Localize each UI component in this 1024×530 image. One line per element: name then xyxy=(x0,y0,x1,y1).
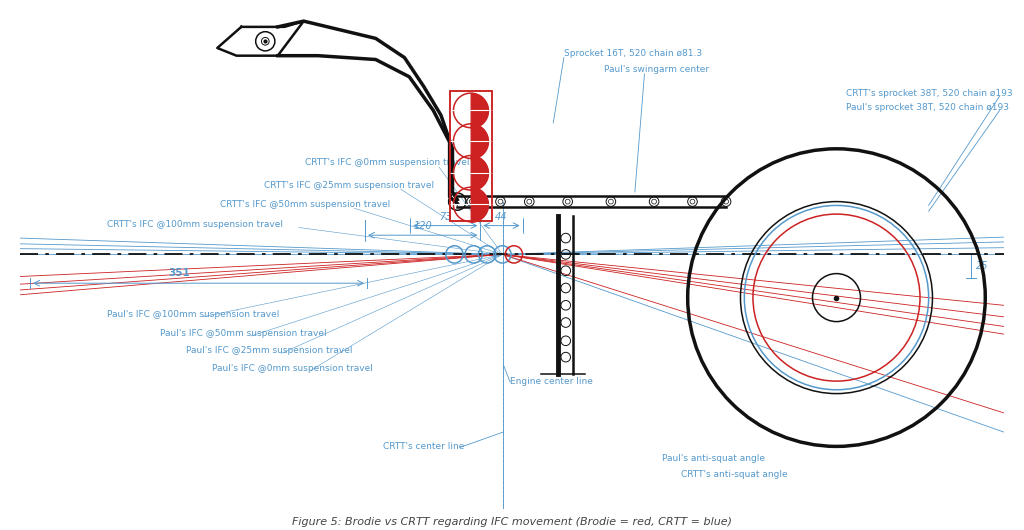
Text: CRTT's sprocket 38T, 520 chain ø193: CRTT's sprocket 38T, 520 chain ø193 xyxy=(846,89,1013,98)
Text: 73: 73 xyxy=(439,212,452,222)
Bar xyxy=(450,91,492,221)
Text: 120: 120 xyxy=(414,222,432,232)
Text: CRTT's IFC @25mm suspension travel: CRTT's IFC @25mm suspension travel xyxy=(264,181,434,190)
Text: Sprocket 16T, 520 chain ø81.3: Sprocket 16T, 520 chain ø81.3 xyxy=(564,49,702,58)
Text: CRTT's IFC @50mm suspension travel: CRTT's IFC @50mm suspension travel xyxy=(220,200,390,209)
Text: 25: 25 xyxy=(976,261,988,271)
Text: Paul's IFC @50mm suspension travel: Paul's IFC @50mm suspension travel xyxy=(160,329,327,338)
Text: CRTT's center line: CRTT's center line xyxy=(383,442,465,451)
Text: Paul's anti-squat angle: Paul's anti-squat angle xyxy=(662,454,765,463)
Polygon shape xyxy=(217,21,304,56)
Text: 44: 44 xyxy=(496,212,508,222)
Text: CRTT's anti-squat angle: CRTT's anti-squat angle xyxy=(681,470,787,479)
Text: 351: 351 xyxy=(169,268,190,278)
Text: Paul's IFC @0mm suspension travel: Paul's IFC @0mm suspension travel xyxy=(213,364,374,373)
Text: CRTT's IFC @0mm suspension travel: CRTT's IFC @0mm suspension travel xyxy=(305,158,469,167)
Text: Paul's IFC @100mm suspension travel: Paul's IFC @100mm suspension travel xyxy=(106,310,280,319)
Text: CRTT's IFC @100mm suspension travel: CRTT's IFC @100mm suspension travel xyxy=(106,219,283,228)
Bar xyxy=(450,91,492,221)
Text: Figure 5: Brodie vs CRTT regarding IFC movement (Brodie = red, CRTT = blue): Figure 5: Brodie vs CRTT regarding IFC m… xyxy=(292,517,732,527)
Text: Engine center line: Engine center line xyxy=(510,377,593,386)
Text: Paul's IFC @25mm suspension travel: Paul's IFC @25mm suspension travel xyxy=(185,346,352,355)
Text: Paul's swingarm center: Paul's swingarm center xyxy=(604,65,710,74)
Text: Paul's sprocket 38T, 520 chain ø193: Paul's sprocket 38T, 520 chain ø193 xyxy=(846,103,1009,112)
